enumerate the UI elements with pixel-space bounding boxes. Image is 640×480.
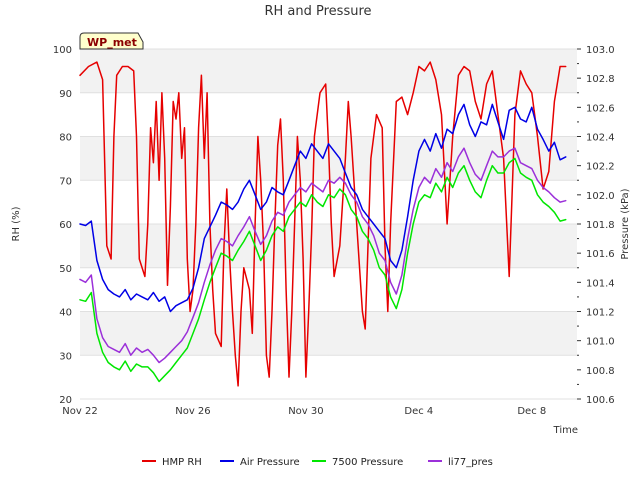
x-axis: Nov 22 Nov 26 Nov 30 Dec 4 Dec 8	[62, 406, 546, 417]
y-left-tick-label: 20	[59, 395, 72, 406]
grid-band	[80, 355, 577, 399]
y-right-tick-label: 101.4	[586, 278, 615, 289]
chart-title: RH and Pressure	[264, 4, 371, 19]
y-right-tick-label: 101.8	[586, 220, 615, 231]
series-line-li77-pres	[79, 147, 567, 364]
y-left-tick-label: 90	[59, 89, 72, 100]
y-right-tick-label: 102.4	[586, 133, 615, 144]
left-axis: 20 30 40 50 60 70 80 90 100	[53, 45, 72, 406]
grid-band	[80, 49, 577, 93]
legend-label: li77_pres	[448, 457, 493, 468]
series-line-7500-pressure	[79, 157, 567, 383]
legend: HMP RH Air Pressure 7500 Pressure li77_pres	[142, 457, 493, 468]
site-badge: WP_met	[79, 32, 144, 50]
y-right-tick-label: 103.0	[586, 45, 615, 56]
badge-label: WP_met	[87, 36, 137, 49]
y-left-tick-label: 70	[59, 176, 72, 187]
x-tick-label: Nov 26	[175, 406, 210, 417]
y-right-tick-label: 100.6	[586, 395, 615, 406]
x-tick-label: Nov 22	[62, 406, 97, 417]
x-tick-label: Dec 4	[404, 406, 433, 417]
y-right-tick-label: 101.2	[586, 308, 615, 319]
x-tick-label: Nov 30	[288, 406, 323, 417]
y-left-tick-label: 100	[53, 45, 72, 56]
legend-label: Air Pressure	[240, 457, 300, 468]
series-line-air-pressure	[79, 103, 567, 313]
y-right-tick-label: 102.0	[586, 191, 615, 202]
y-left-tick-label: 30	[59, 351, 72, 362]
badge-shape	[79, 32, 144, 50]
x-axis-label: Time	[553, 425, 578, 436]
series-line-hmp-rh	[79, 61, 567, 387]
y-right-tick-label: 101.6	[586, 249, 615, 260]
legend-label: HMP RH	[162, 457, 202, 468]
y-left-tick-label: 60	[59, 220, 72, 231]
x-tick-label: Dec 8	[517, 406, 546, 417]
y-right-tick-label: 102.8	[586, 74, 615, 85]
y-axis-left-label: RH (%)	[11, 206, 22, 241]
y-left-tick-label: 80	[59, 133, 72, 144]
grid-band	[80, 267, 577, 312]
series-lines	[79, 61, 567, 387]
y-right-tick-label: 101.0	[586, 337, 615, 348]
plot-background	[80, 48, 577, 400]
grid-band	[80, 180, 577, 224]
y-right-tick-label: 102.6	[586, 103, 615, 114]
right-axis: 100.6 100.8 101.0 101.2 101.4 101.6 101.8 102.0…	[577, 45, 615, 406]
y-right-tick-label: 102.2	[586, 162, 615, 173]
grid-band	[80, 224, 577, 268]
y-left-tick-label: 40	[59, 308, 72, 319]
legend-label: 7500 Pressure	[332, 457, 403, 468]
y-axis-right-label: Pressure (kPa)	[620, 188, 631, 259]
grid-band	[80, 311, 577, 356]
y-left-tick-label: 50	[59, 264, 72, 275]
y-right-tick-label: 100.8	[586, 366, 615, 377]
